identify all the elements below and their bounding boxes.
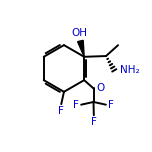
Text: F: F <box>108 100 114 110</box>
Text: OH: OH <box>71 28 87 38</box>
Text: F: F <box>91 117 97 128</box>
Text: NH₂: NH₂ <box>120 65 139 75</box>
Text: F: F <box>73 100 79 110</box>
Text: F: F <box>58 106 63 116</box>
Polygon shape <box>78 40 84 57</box>
Text: O: O <box>96 83 104 93</box>
